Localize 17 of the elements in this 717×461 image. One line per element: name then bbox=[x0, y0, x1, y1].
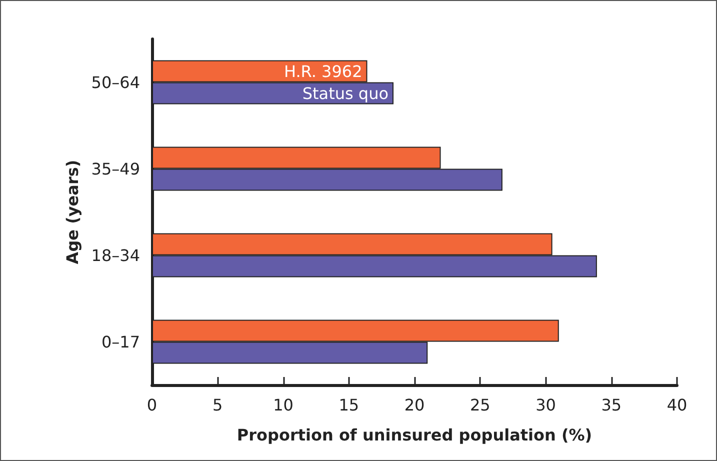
x-tick-label: 0 bbox=[146, 396, 158, 414]
y-tick-label: 50–64 bbox=[91, 72, 140, 92]
x-tick-label: 40 bbox=[666, 396, 688, 414]
x-tick-label: 30 bbox=[536, 396, 556, 414]
x-tick-label: 5 bbox=[212, 396, 223, 414]
x-tick-label: 10 bbox=[273, 396, 294, 414]
x-tick-label: 20 bbox=[404, 396, 425, 414]
x-tick-label: 25 bbox=[470, 396, 490, 414]
y-tick-label: 35–49 bbox=[91, 159, 140, 178]
series-label: H.R. 3962 bbox=[284, 62, 362, 81]
x-axis-title: Proportion of uninsured population (%) bbox=[236, 426, 592, 444]
y-axis-title: Age (years) bbox=[62, 160, 82, 264]
series-label: Status quo bbox=[302, 84, 388, 103]
y-tick-label: 18–34 bbox=[91, 246, 140, 265]
y-tick-label: 0–17 bbox=[101, 332, 140, 352]
x-tick-label: 15 bbox=[338, 396, 360, 414]
x-tick-label: 35 bbox=[601, 396, 622, 414]
